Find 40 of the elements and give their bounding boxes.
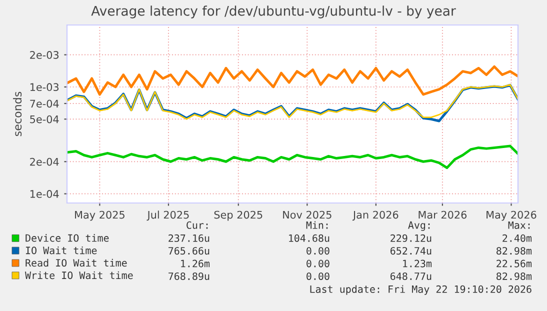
text: 768.89u [168, 272, 210, 280]
text: 0.00 [306, 247, 330, 255]
y-tick-label: 2e-04 [30, 158, 59, 166]
x-tick-label: May 2026 [486, 210, 536, 221]
text: 104.68u [289, 234, 330, 242]
y-tick-label: 2e-03 [30, 51, 59, 59]
chart-title: Average latency for /dev/ubuntu-vg/ubuntu-lv - by year [91, 6, 456, 18]
x-tick-label: Sep 2025 [214, 210, 262, 221]
text: 1.23m [403, 260, 432, 268]
text: 82.98m [496, 247, 532, 255]
x-tick-label: May 2025 [75, 210, 124, 221]
x-tick-label: Nov 2025 [283, 210, 332, 219]
text: Last update: Fri May 22 19:10:20 2026 [310, 285, 532, 295]
text: 0.00 [306, 260, 330, 268]
y-tick-label: 7e-04 [30, 100, 59, 108]
text: 2.40m [502, 234, 532, 242]
legend-label: IO Wait time [26, 246, 97, 254]
text: Cur: [186, 221, 208, 229]
text: 1.26m [181, 260, 210, 268]
y-axis-title: seconds [13, 92, 22, 136]
x-tick-label: Jan 2026 [352, 210, 398, 221]
legend-label: Write IO Wait time [25, 271, 133, 280]
y-tick-label: 1e-03 [30, 83, 59, 92]
text: 82.98m [496, 272, 532, 280]
text: 0.00 [306, 272, 330, 280]
text: 22.56m [496, 260, 532, 268]
x-tick-label: Mar 2026 [418, 210, 467, 219]
text: 648.77u [390, 272, 432, 280]
text: Min: [306, 221, 328, 229]
legend-label: Device IO time [26, 234, 109, 242]
legend-label: Read IO Wait time [26, 258, 127, 267]
text: 237.16u [168, 234, 210, 242]
x-tick-label: Jul 2025 [146, 210, 189, 221]
text: 652.74u [390, 247, 432, 255]
text: Max: [508, 221, 530, 229]
y-tick-label: 1e-04 [30, 190, 59, 198]
text: 765.66u [168, 247, 210, 255]
y-tick-label: 5e-04 [30, 115, 59, 124]
text: 229.12u [390, 234, 432, 242]
text: Avg: [408, 221, 430, 231]
